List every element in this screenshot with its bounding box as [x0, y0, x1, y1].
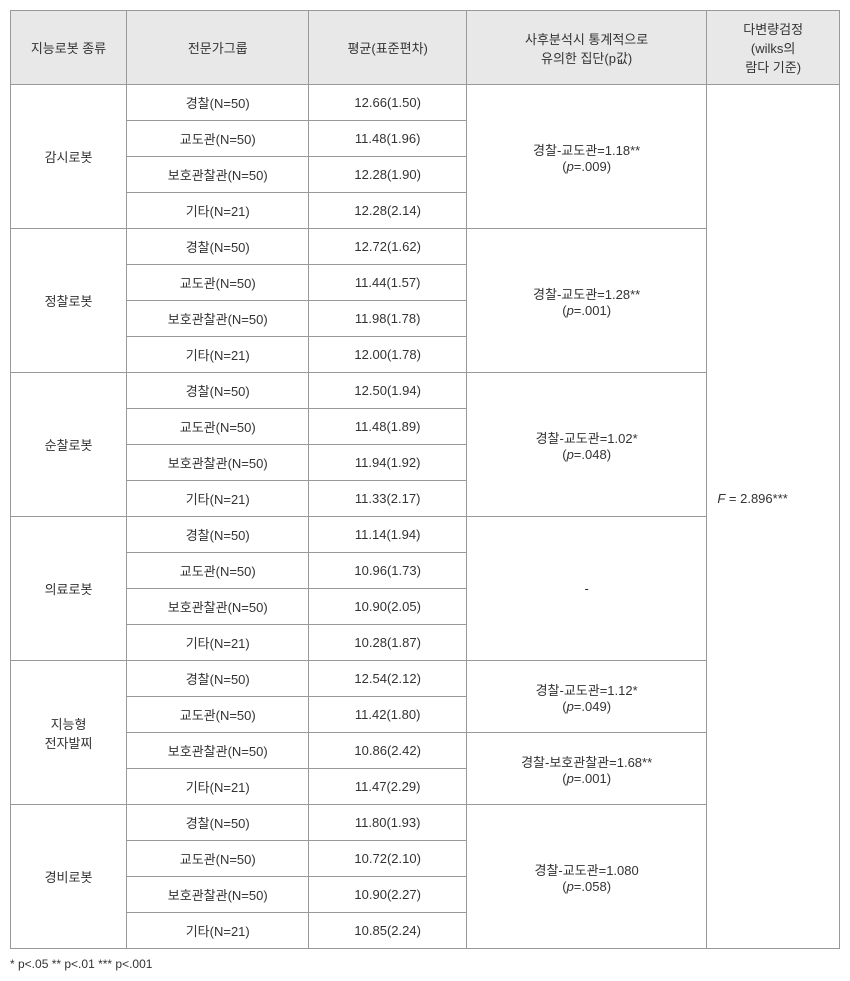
group-cell: 경찰(N=50) [127, 661, 309, 697]
group-cell: 기타(N=21) [127, 625, 309, 661]
value-cell: 12.28(1.90) [309, 157, 467, 193]
table-row: 기타(N=21)11.33(2.17) F = 2.896*** [11, 481, 840, 517]
group-cell: 보호관찰관(N=50) [127, 877, 309, 913]
group-cell: 경찰(N=50) [127, 805, 309, 841]
table-row: 기타(N=21)12.00(1.78) [11, 337, 840, 373]
posthoc-cell: 경찰-교도관=1.12*(p=.049) [466, 661, 706, 733]
group-cell: 교도관(N=50) [127, 121, 309, 157]
value-cell: 11.94(1.92) [309, 445, 467, 481]
posthoc-cell: - [466, 517, 706, 661]
posthoc-cell: 경찰-보호관찰관=1.68**(p=.001) [466, 733, 706, 805]
value-cell: 10.86(2.42) [309, 733, 467, 769]
value-cell: 12.00(1.78) [309, 337, 467, 373]
value-cell: 11.47(2.29) [309, 769, 467, 805]
table-row: 지능형전자발찌 경찰(N=50) 12.54(2.12) 경찰-교도관=1.12… [11, 661, 840, 697]
multivariate-value: F = 2.896*** [707, 481, 840, 517]
robot-type-cell: 의료로봇 [11, 517, 127, 661]
table-row: 감시로봇 경찰(N=50) 12.66(1.50) 경찰-교도관=1.18**(… [11, 85, 840, 121]
value-cell: 11.98(1.78) [309, 301, 467, 337]
header-multivariate: 다변량검정(wilks의람다 기준) [707, 11, 840, 85]
group-cell: 기타(N=21) [127, 481, 309, 517]
table-row: 보호관찰관(N=50)11.94(1.92) [11, 445, 840, 481]
value-cell: 10.90(2.05) [309, 589, 467, 625]
table-row: 교도관(N=50)10.96(1.73) [11, 553, 840, 589]
group-cell: 보호관찰관(N=50) [127, 733, 309, 769]
value-cell: 11.14(1.94) [309, 517, 467, 553]
table-row: 의료로봇 경찰(N=50) 11.14(1.94) - [11, 517, 840, 553]
value-cell: 10.28(1.87) [309, 625, 467, 661]
table-row: 정찰로봇 경찰(N=50) 12.72(1.62) 경찰-교도관=1.28**(… [11, 229, 840, 265]
value-cell: 12.54(2.12) [309, 661, 467, 697]
group-cell: 기타(N=21) [127, 337, 309, 373]
table-row: 교도관(N=50)11.48(1.89) [11, 409, 840, 445]
group-cell: 경찰(N=50) [127, 85, 309, 121]
value-cell: 11.80(1.93) [309, 805, 467, 841]
group-cell: 기타(N=21) [127, 769, 309, 805]
header-mean-sd: 평균(표준편차) [309, 11, 467, 85]
value-cell: 10.96(1.73) [309, 553, 467, 589]
robot-type-cell: 정찰로봇 [11, 229, 127, 373]
value-cell: 11.42(1.80) [309, 697, 467, 733]
robot-type-cell: 감시로봇 [11, 85, 127, 229]
table-row: 보호관찰관(N=50)10.90(2.05) [11, 589, 840, 625]
group-cell: 보호관찰관(N=50) [127, 157, 309, 193]
table-row: 순찰로봇 경찰(N=50) 12.50(1.94) 경찰-교도관=1.02*(p… [11, 373, 840, 409]
group-cell: 보호관찰관(N=50) [127, 301, 309, 337]
table-row: 교도관(N=50)11.42(1.80) [11, 697, 840, 733]
table-row: 기타(N=21)12.28(2.14) [11, 193, 840, 229]
group-cell: 기타(N=21) [127, 913, 309, 949]
table-row: 교도관(N=50)10.72(2.10) [11, 841, 840, 877]
group-cell: 보호관찰관(N=50) [127, 589, 309, 625]
multivariate-cell [707, 85, 840, 121]
table-row: 보호관찰관(N=50)11.98(1.78) [11, 301, 840, 337]
header-robot-type: 지능로봇 종류 [11, 11, 127, 85]
value-cell: 11.33(2.17) [309, 481, 467, 517]
table-row: 기타(N=21)10.28(1.87) [11, 625, 840, 661]
value-cell: 10.72(2.10) [309, 841, 467, 877]
group-cell: 교도관(N=50) [127, 697, 309, 733]
value-cell: 12.50(1.94) [309, 373, 467, 409]
robot-type-cell: 순찰로봇 [11, 373, 127, 517]
group-cell: 보호관찰관(N=50) [127, 445, 309, 481]
header-expert-group: 전문가그룹 [127, 11, 309, 85]
header-posthoc: 사후분석시 통계적으로유의한 집단(p값) [466, 11, 706, 85]
table-row: 보호관찰관(N=50)10.90(2.27) [11, 877, 840, 913]
group-cell: 기타(N=21) [127, 193, 309, 229]
footnote: * p<.05 ** p<.01 *** p<.001 [10, 957, 840, 971]
value-cell: 11.44(1.57) [309, 265, 467, 301]
posthoc-cell: 경찰-교도관=1.28**(p=.001) [466, 229, 706, 373]
table-row: 교도관(N=50)11.48(1.96) [11, 121, 840, 157]
group-cell: 경찰(N=50) [127, 229, 309, 265]
robot-type-cell: 지능형전자발찌 [11, 661, 127, 805]
table-row: 보호관찰관(N=50)12.28(1.90) [11, 157, 840, 193]
group-cell: 경찰(N=50) [127, 517, 309, 553]
value-cell: 11.48(1.89) [309, 409, 467, 445]
group-cell: 교도관(N=50) [127, 409, 309, 445]
posthoc-cell: 경찰-교도관=1.02*(p=.048) [466, 373, 706, 517]
table-row: 교도관(N=50)11.44(1.57) [11, 265, 840, 301]
group-cell: 교도관(N=50) [127, 841, 309, 877]
group-cell: 교도관(N=50) [127, 265, 309, 301]
table-row: 기타(N=21)10.85(2.24) [11, 913, 840, 949]
value-cell: 11.48(1.96) [309, 121, 467, 157]
value-cell: 10.85(2.24) [309, 913, 467, 949]
group-cell: 경찰(N=50) [127, 373, 309, 409]
table-row: 기타(N=21)11.47(2.29) [11, 769, 840, 805]
group-cell: 교도관(N=50) [127, 553, 309, 589]
value-cell: 12.72(1.62) [309, 229, 467, 265]
statistics-table: 지능로봇 종류 전문가그룹 평균(표준편차) 사후분석시 통계적으로유의한 집단… [10, 10, 840, 949]
value-cell: 12.66(1.50) [309, 85, 467, 121]
table-row: 보호관찰관(N=50)10.86(2.42) 경찰-보호관찰관=1.68**(p… [11, 733, 840, 769]
table-row: 경비로봇 경찰(N=50) 11.80(1.93) 경찰-교도관=1.080(p… [11, 805, 840, 841]
robot-type-cell: 경비로봇 [11, 805, 127, 949]
value-cell: 12.28(2.14) [309, 193, 467, 229]
posthoc-cell: 경찰-교도관=1.080(p=.058) [466, 805, 706, 949]
posthoc-cell: 경찰-교도관=1.18**(p=.009) [466, 85, 706, 229]
value-cell: 10.90(2.27) [309, 877, 467, 913]
